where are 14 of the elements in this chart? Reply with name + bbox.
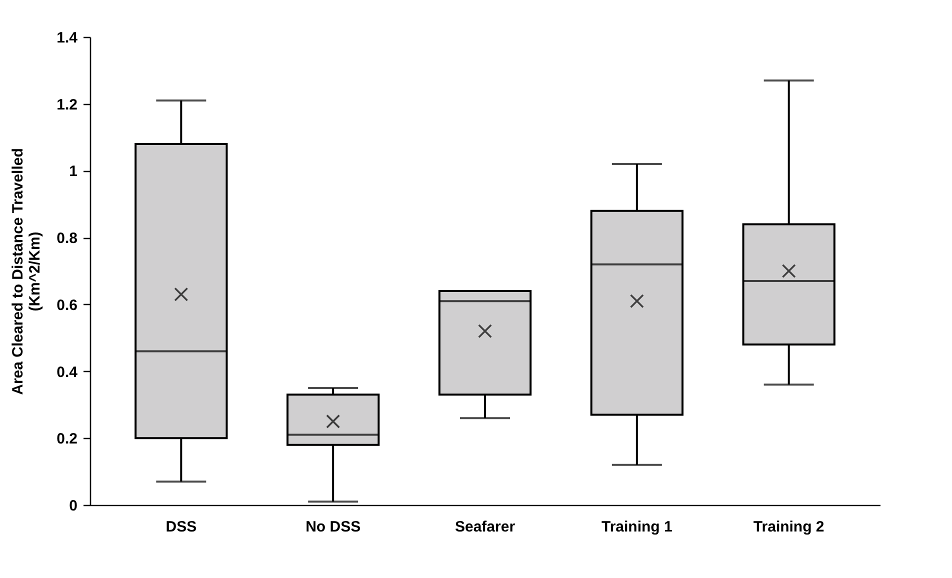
- y-tick-label: 0.8: [56, 230, 78, 248]
- y-tick-label: 0.4: [56, 364, 78, 381]
- x-tick-label: Training 1: [601, 518, 672, 536]
- y-tick-label: 0: [69, 498, 78, 514]
- y-tick-label: 0.2: [56, 430, 78, 448]
- x-tick-label: No DSS: [306, 518, 361, 536]
- y-axis-title: Area Cleared to Distance Travelled (Km^2/Km): [10, 148, 44, 395]
- y-tick-label: 1.4: [56, 30, 78, 46]
- x-tick-label: DSS: [166, 518, 197, 536]
- y-tick-label: 0.6: [56, 296, 78, 314]
- y-tick-label: 1: [69, 163, 78, 180]
- x-tick-label: Training 2: [753, 518, 824, 536]
- y-tick-label: 1.2: [56, 96, 78, 114]
- x-tick-label: Seafarer: [454, 518, 516, 536]
